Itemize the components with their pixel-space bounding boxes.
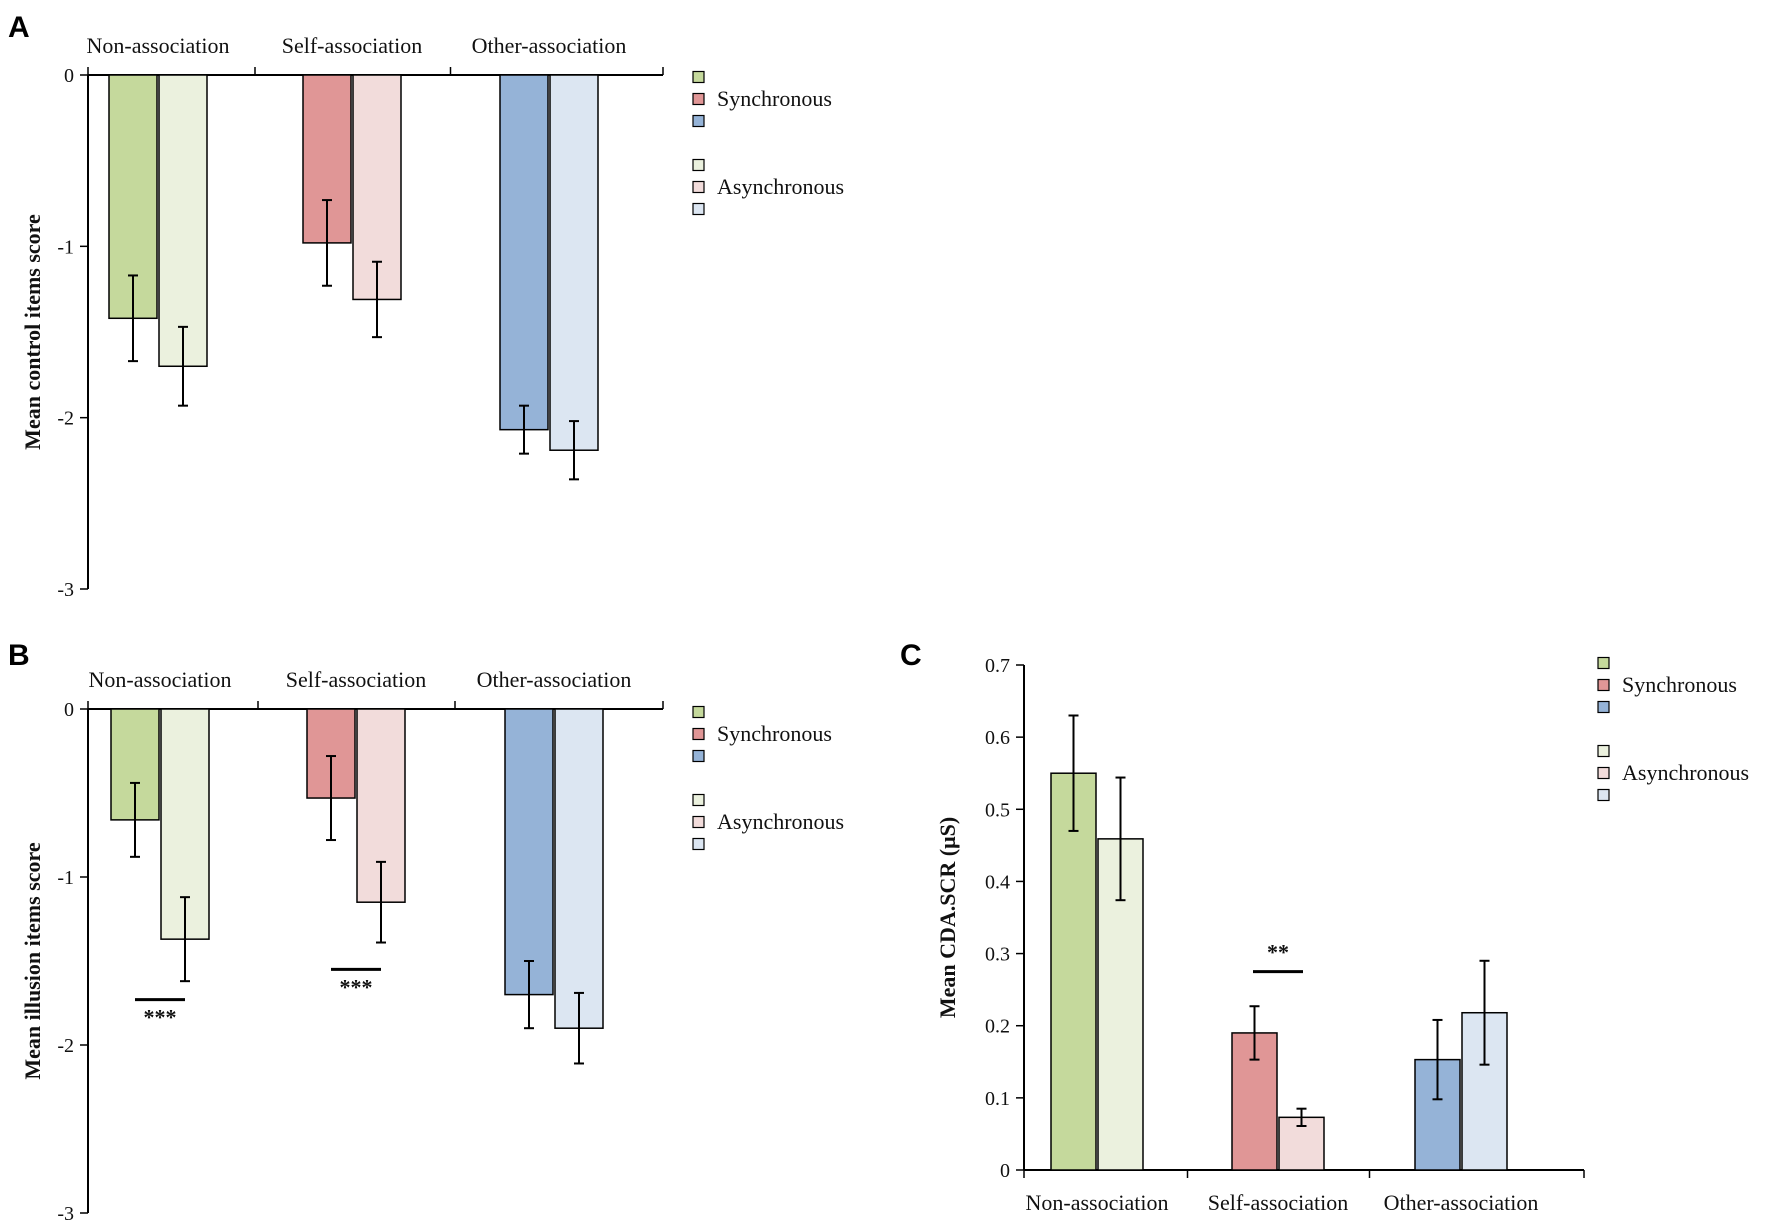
chart-illusion-items: 0 -1 -2 -3 Mean illusion items score Non-asso…: [20, 667, 844, 1225]
y-tick-label: 0.6: [985, 727, 1010, 749]
legend-label-asynchronous: Asynchronous: [717, 174, 844, 199]
panel-label-b: B: [8, 639, 30, 672]
y-tick-label: 0.2: [985, 1016, 1010, 1038]
y-tick-label: -2: [57, 1035, 74, 1057]
y-tick-label: 0.4: [985, 871, 1010, 893]
legend-swatch-synchronous-self-association: [1597, 678, 1610, 692]
panel-label-a: A: [8, 11, 30, 44]
bar-non-association-asynchronous: [160, 708, 210, 940]
category-label-self-association: Self-association: [1208, 1190, 1349, 1215]
chart-control-items: 0 -1 -2 -3 Mean control items score Non-assoc…: [20, 33, 844, 601]
bar-other-association-asynchronous: [549, 74, 599, 451]
category-label-self-association: Self-association: [282, 33, 423, 58]
legend-swatch-asynchronous-other-association: [692, 202, 705, 216]
y-tick-label: -1: [57, 867, 74, 889]
category-label-non-association: Non-association: [1026, 1190, 1169, 1215]
y-tick-label: 0: [1000, 1160, 1010, 1182]
y-tick-label: -2: [57, 408, 74, 430]
legend-swatch-asynchronous-non-association: [1597, 744, 1610, 758]
legend-swatch-asynchronous-self-association: [692, 815, 705, 829]
significance-label: ***: [340, 974, 373, 999]
category-label-other-association: Other-association: [472, 33, 627, 58]
y-tick-label: 0.1: [985, 1088, 1010, 1110]
y-tick-label: 0: [64, 699, 74, 721]
legend-label-synchronous: Synchronous: [1622, 672, 1737, 697]
legend-label-synchronous: Synchronous: [717, 721, 832, 746]
legend-swatch-synchronous-non-association: [692, 70, 705, 84]
legend-swatch-synchronous-self-association: [692, 92, 705, 106]
panel-label-c: C: [900, 639, 922, 672]
significance-label: ***: [144, 1005, 177, 1030]
y-tick-label: -3: [57, 579, 74, 601]
y-tick-label: 0: [64, 65, 74, 87]
legend-label-synchronous: Synchronous: [717, 86, 832, 111]
category-label-non-association: Non-association: [87, 33, 230, 58]
bar-other-association-synchronous: [499, 74, 549, 431]
legend-swatch-synchronous-non-association: [692, 705, 705, 719]
y-tick-label: 0.5: [985, 799, 1010, 821]
bar-other-association-asynchronous: [554, 708, 604, 1029]
legend-swatch-asynchronous-non-association: [692, 158, 705, 172]
legend-swatch-asynchronous-other-association: [1597, 788, 1610, 802]
legend-swatch-asynchronous-non-association: [692, 793, 705, 807]
legend-swatch-synchronous-other-association: [692, 114, 705, 128]
category-label-other-association: Other-association: [1384, 1190, 1539, 1215]
legend-swatch-synchronous-self-association: [692, 727, 705, 741]
category-label-non-association: Non-association: [89, 667, 232, 692]
legend-label-asynchronous: Asynchronous: [717, 809, 844, 834]
y-tick-label: 0.7: [985, 655, 1010, 677]
legend-label-asynchronous: Asynchronous: [1622, 760, 1749, 785]
y-tick-label: 0.3: [985, 944, 1010, 966]
legend-swatch-synchronous-other-association: [692, 749, 705, 763]
y-tick-label: -1: [57, 236, 74, 258]
legend-swatch-asynchronous-self-association: [1597, 766, 1610, 780]
bar-non-association-asynchronous: [158, 74, 208, 368]
bar-other-association-synchronous: [504, 708, 554, 996]
chart-cda-scr: 0 0.1 0.2 0.3 0.4 0.5 0.6 0.7 Mean CDA.SCR (μS) N…: [935, 655, 1749, 1215]
bar-non-association-synchronous: [1050, 772, 1097, 1171]
y-axis-title: Mean control items score: [20, 214, 45, 450]
category-label-self-association: Self-association: [286, 667, 427, 692]
y-tick-label: -3: [57, 1203, 74, 1225]
y-axis-title: Mean illusion items score: [20, 842, 45, 1080]
legend-swatch-synchronous-other-association: [1597, 700, 1610, 714]
category-label-other-association: Other-association: [477, 667, 632, 692]
legend-swatch-synchronous-non-association: [1597, 656, 1610, 670]
significance-label: **: [1267, 940, 1289, 965]
legend-swatch-asynchronous-self-association: [692, 180, 705, 194]
legend-swatch-asynchronous-other-association: [692, 837, 705, 851]
y-axis-title: Mean CDA.SCR (μS): [935, 817, 960, 1018]
